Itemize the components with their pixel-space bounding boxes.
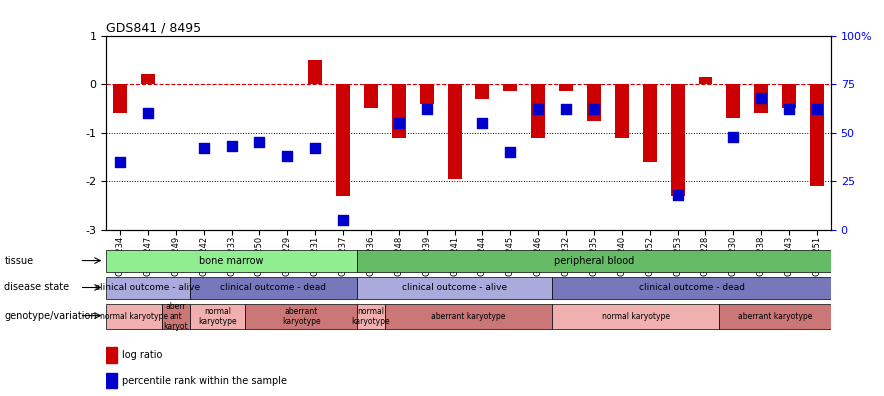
FancyBboxPatch shape — [357, 277, 552, 299]
Bar — [392, 84, 406, 137]
Bar — [503, 84, 517, 91]
FancyBboxPatch shape — [552, 277, 831, 299]
Bar — [447, 84, 461, 179]
Text: peripheral blood: peripheral blood — [554, 256, 634, 266]
Text: log ratio: log ratio — [122, 350, 162, 360]
Bar — [754, 84, 768, 113]
Bar — [141, 74, 155, 84]
Text: clinical outcome - dead: clinical outcome - dead — [220, 284, 326, 292]
Text: GDS841 / 8495: GDS841 / 8495 — [106, 21, 202, 34]
Text: disease state: disease state — [4, 282, 70, 293]
Text: aberrant karyotype: aberrant karyotype — [431, 312, 506, 321]
Text: bone marrow: bone marrow — [199, 256, 263, 266]
Text: genotype/variation: genotype/variation — [4, 310, 97, 321]
Point — [810, 106, 824, 112]
Point — [113, 158, 127, 165]
Text: percentile rank within the sample: percentile rank within the sample — [122, 376, 286, 386]
FancyBboxPatch shape — [246, 304, 357, 329]
Text: normal karyotype: normal karyotype — [100, 312, 168, 321]
Point — [280, 153, 294, 159]
FancyBboxPatch shape — [357, 304, 385, 329]
Bar — [106, 347, 117, 363]
Bar — [615, 84, 629, 137]
Text: tissue: tissue — [4, 255, 34, 266]
Bar — [476, 84, 490, 99]
FancyBboxPatch shape — [552, 304, 720, 329]
FancyBboxPatch shape — [357, 250, 831, 272]
Bar — [643, 84, 657, 162]
Point — [503, 149, 517, 155]
Text: aberrant karyotype: aberrant karyotype — [738, 312, 812, 321]
Point — [727, 133, 741, 140]
Bar — [587, 84, 601, 120]
Point — [671, 192, 685, 198]
Point — [196, 145, 210, 151]
Bar — [336, 84, 350, 196]
Bar — [106, 373, 117, 388]
Point — [309, 145, 323, 151]
Bar — [727, 84, 741, 118]
Point — [754, 95, 768, 101]
Text: normal
karyotype: normal karyotype — [352, 307, 390, 326]
Text: aberrant
karyotype: aberrant karyotype — [282, 307, 321, 326]
Bar — [698, 77, 713, 84]
FancyBboxPatch shape — [106, 277, 190, 299]
Text: clinical outcome - alive: clinical outcome - alive — [95, 284, 201, 292]
Bar — [782, 84, 796, 109]
Text: clinical outcome - alive: clinical outcome - alive — [402, 284, 507, 292]
FancyBboxPatch shape — [720, 304, 831, 329]
Point — [782, 106, 796, 112]
Point — [420, 106, 434, 112]
Text: normal
karyotype: normal karyotype — [198, 307, 237, 326]
Bar — [671, 84, 684, 196]
FancyBboxPatch shape — [106, 304, 162, 329]
Text: aberr
ant
karyot: aberr ant karyot — [164, 301, 188, 331]
FancyBboxPatch shape — [190, 304, 246, 329]
Point — [252, 139, 266, 146]
Point — [392, 120, 406, 126]
FancyBboxPatch shape — [162, 304, 190, 329]
Bar — [810, 84, 824, 186]
FancyBboxPatch shape — [106, 250, 357, 272]
Point — [531, 106, 545, 112]
Point — [587, 106, 601, 112]
Point — [476, 120, 490, 126]
Bar — [420, 84, 434, 104]
Bar — [531, 84, 545, 137]
Point — [559, 106, 573, 112]
Text: clinical outcome - dead: clinical outcome - dead — [638, 284, 744, 292]
Text: normal karyotype: normal karyotype — [602, 312, 670, 321]
Point — [225, 143, 239, 149]
Bar — [113, 84, 127, 113]
FancyBboxPatch shape — [385, 304, 552, 329]
Bar — [559, 84, 573, 91]
Bar — [309, 60, 322, 84]
Bar — [364, 84, 378, 109]
Point — [141, 110, 155, 116]
Point — [336, 217, 350, 223]
FancyBboxPatch shape — [190, 277, 357, 299]
